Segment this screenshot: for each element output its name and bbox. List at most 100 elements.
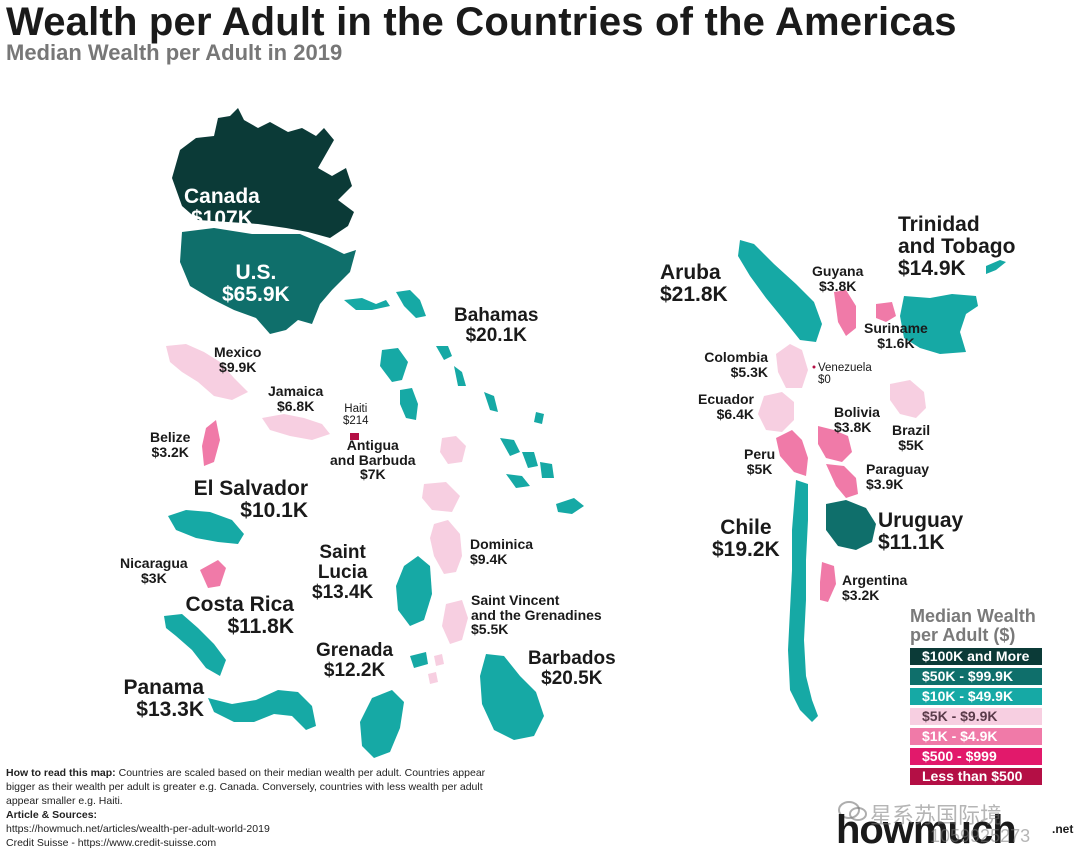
label-dominica: Dominica $9.4K xyxy=(470,536,534,567)
label-costa-rica: Costa Rica $11.8K xyxy=(185,593,294,639)
label-brazil: Brazil $5K xyxy=(892,422,931,453)
label-panama: Panama $13.3K xyxy=(123,676,204,722)
shape-paraguay xyxy=(826,464,858,498)
shape-bahamas-2 xyxy=(396,290,426,318)
label-uruguay: Uruguay $11.1K xyxy=(878,509,964,555)
label-jamaica: Jamaica $6.8K xyxy=(268,383,324,414)
shape-peru xyxy=(776,430,808,476)
how-to-read: How to read this map: Countries are scal… xyxy=(6,767,486,807)
label-chile: Chile $19.2K xyxy=(712,516,780,562)
shape-colombia xyxy=(776,344,808,388)
shape-haiti xyxy=(350,433,359,440)
shape-bahamas-3 xyxy=(380,348,408,382)
shape-costa-rica xyxy=(164,614,226,676)
label-haiti: Haiti $214 xyxy=(343,403,369,428)
shape-el-salvador xyxy=(168,510,244,544)
legend-title: Median Wealth per Adult ($) xyxy=(910,606,1036,645)
legend-row: $5K - $9.9K xyxy=(910,707,1042,725)
shape-grenadines-1 xyxy=(434,654,444,666)
shape-uruguay xyxy=(826,500,876,550)
wechat-icon xyxy=(838,801,867,821)
label-nicaragua: Nicaragua $3K xyxy=(120,555,188,586)
shape-saint-vincent xyxy=(442,600,468,644)
shape-grenadines-2 xyxy=(428,672,438,684)
shape-barbados xyxy=(480,654,544,740)
label-peru: Peru $5K xyxy=(744,446,776,477)
shape-bahamas-12 xyxy=(506,474,530,488)
shape-dominica xyxy=(430,520,462,574)
source-link-howmuch[interactable]: https://howmuch.net/articles/wealth-per-… xyxy=(6,823,270,835)
shape-us xyxy=(180,228,356,334)
shape-canada xyxy=(172,108,354,238)
legend-row: $100K and More xyxy=(910,647,1042,665)
shape-grenada-small xyxy=(410,652,428,668)
label-guyana: Guyana $3.8K xyxy=(812,263,864,294)
legend-row: $50K - $99.9K xyxy=(910,667,1042,685)
shape-nicaragua xyxy=(200,560,226,588)
legend: Median Wealth per Adult ($) $100K and Mo… xyxy=(910,607,1042,788)
label-barbados: Barbados $20.5K xyxy=(528,648,616,689)
map-subtitle: Median Wealth per Adult in 2019 xyxy=(6,40,343,65)
label-paraguay: Paraguay $3.9K xyxy=(866,461,930,492)
shape-tobago xyxy=(986,260,1006,274)
footer-notes: How to read this map: Countries are scal… xyxy=(6,766,486,850)
shape-bahamas-4 xyxy=(400,388,418,420)
shape-barbuda xyxy=(422,482,460,512)
brand-suffix: .net xyxy=(1052,822,1074,836)
label-canada: Canada $107K xyxy=(184,185,260,231)
label-antigua: Antigua and Barbuda $7K xyxy=(330,437,416,483)
shape-trinidad xyxy=(900,294,978,354)
shape-chile xyxy=(788,480,818,722)
legend-row: $10K - $49.9K xyxy=(910,687,1042,705)
shape-saint-lucia xyxy=(396,556,432,626)
shape-bahamas-11 xyxy=(540,462,554,478)
shape-bahamas-9 xyxy=(500,438,520,456)
label-colombia: Colombia $5.3K xyxy=(704,349,768,380)
watermark-id: 1059925273 xyxy=(930,826,1031,846)
sources-label: Article & Sources: xyxy=(6,809,98,821)
label-bahamas: Bahamas $20.1K xyxy=(454,305,539,346)
legend-row: Less than $500 xyxy=(910,767,1042,785)
source-link-credit-suisse[interactable]: Credit Suisse - https://www.credit-suiss… xyxy=(6,837,217,849)
shape-bolivia xyxy=(818,426,852,462)
shape-suriname xyxy=(876,302,896,322)
label-bolivia: Bolivia $3.8K xyxy=(834,404,880,435)
label-saint-lucia: Saint Lucia $13.4K xyxy=(312,542,374,603)
label-ecuador: Ecuador $6.4K xyxy=(697,391,754,422)
shape-bahamas-13 xyxy=(556,498,584,514)
label-suriname: Suriname $1.6K xyxy=(864,320,928,351)
label-us: U.S. $65.9K xyxy=(222,261,290,307)
shape-jamaica xyxy=(262,414,330,440)
label-venezuela: Venezuela $0 xyxy=(818,362,872,387)
shape-argentina xyxy=(820,562,836,602)
shape-mexico xyxy=(166,344,248,400)
label-belize: Belize $3.2K xyxy=(150,429,191,460)
shape-grenada xyxy=(360,690,404,758)
shape-venezuela xyxy=(812,365,816,369)
legend-row: $500 - $999 xyxy=(910,747,1042,765)
label-trinidad: Trinidad and Tobago $14.9K xyxy=(898,213,1016,281)
shape-bahamas-7 xyxy=(484,392,498,412)
label-aruba: Aruba $21.8K xyxy=(660,261,728,307)
map-title: Wealth per Adult in the Countries of the… xyxy=(6,0,957,44)
shape-brazil xyxy=(890,380,926,418)
label-argentina: Argentina $3.2K xyxy=(842,572,908,603)
label-mexico: Mexico $9.9K xyxy=(214,344,262,375)
shape-antigua xyxy=(440,436,466,464)
shape-bahamas-10 xyxy=(522,452,538,468)
shape-bahamas-8 xyxy=(534,412,544,424)
watermark-text: 星系苏国际境 xyxy=(870,803,1003,828)
shape-guyana xyxy=(834,290,856,336)
shape-bahamas-1 xyxy=(344,298,390,310)
label-el-salvador: El Salvador $10.1K xyxy=(193,477,308,523)
label-grenada: Grenada $12.2K xyxy=(316,640,394,681)
shape-panama xyxy=(208,690,316,730)
shape-belize xyxy=(202,420,220,466)
shape-ecuador xyxy=(758,392,794,432)
shape-aruba xyxy=(738,240,822,342)
label-saint-vincent: Saint Vincent and the Grenadines $5.5K xyxy=(471,592,602,638)
legend-row: $1K - $4.9K xyxy=(910,727,1042,745)
brand-logo: howmuch xyxy=(836,808,1017,852)
shape-bahamas-5 xyxy=(436,346,452,360)
